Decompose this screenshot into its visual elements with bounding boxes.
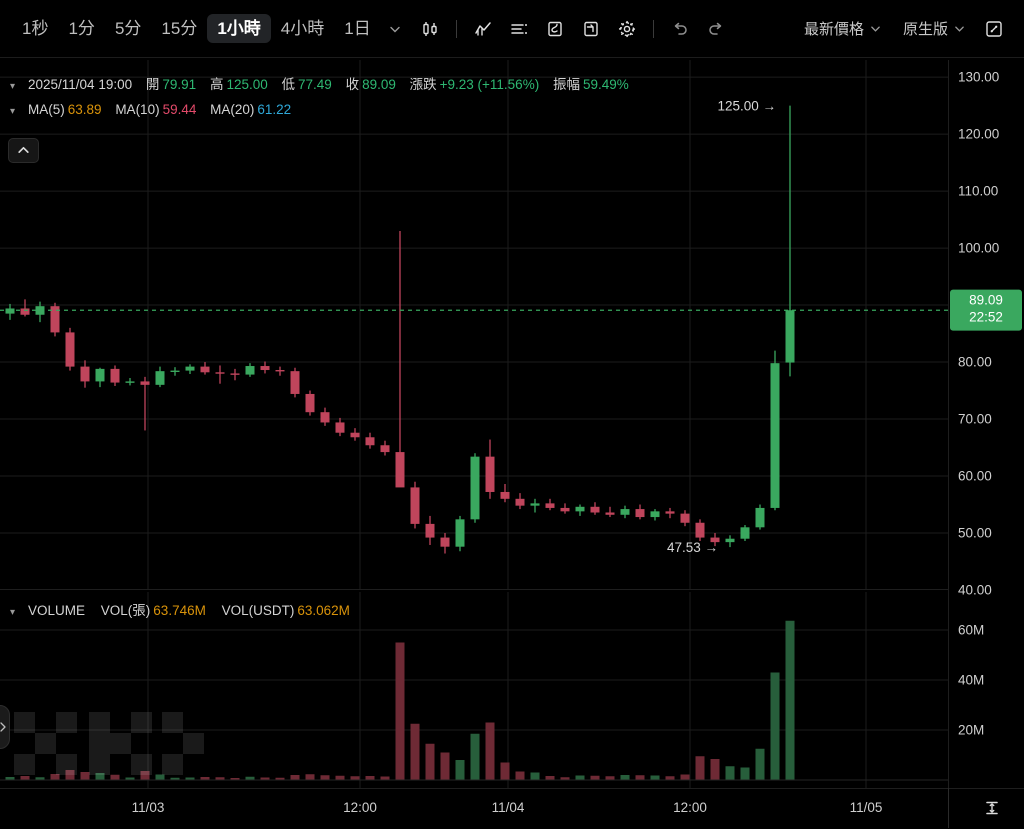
ohlc-low-value: 77.49 bbox=[298, 77, 332, 92]
ohlc-collapse-caret-icon[interactable]: ▾ bbox=[10, 81, 16, 92]
fullscreen-icon[interactable] bbox=[979, 14, 1009, 44]
price-tick-6: 70.00 bbox=[958, 411, 992, 427]
time-axis[interactable]: 11/03 12:00 11/04 12:00 11/05 bbox=[0, 788, 1024, 829]
price-tick-0: 130.00 bbox=[958, 69, 1000, 85]
chevron-down-icon bbox=[871, 26, 880, 32]
ohlc-open-value: 79.91 bbox=[162, 77, 197, 92]
indicators-icon[interactable] bbox=[468, 14, 498, 44]
candlestick-chart-type-icon[interactable] bbox=[415, 14, 445, 44]
ohlc-change-label: 漲跌 bbox=[409, 77, 437, 92]
price-mode-label: 最新價格 bbox=[803, 21, 864, 38]
ma5-value: 63.89 bbox=[67, 102, 102, 117]
version-dropdown[interactable]: 原生版 bbox=[897, 14, 971, 43]
timeframe-more-chevron-icon[interactable] bbox=[381, 23, 409, 35]
ohlc-close-value: 89.09 bbox=[362, 77, 396, 92]
chevron-down-icon bbox=[955, 26, 964, 32]
compare-list-icon[interactable] bbox=[504, 14, 534, 44]
ma10-value: 59.44 bbox=[162, 102, 197, 117]
vol-base-label: VOL(張) bbox=[100, 603, 151, 618]
undo-icon[interactable] bbox=[665, 14, 695, 44]
time-tick-1: 12:00 bbox=[343, 800, 377, 815]
ma20-label: MA(20) bbox=[210, 102, 255, 117]
volume-tick-2: 20M bbox=[958, 722, 985, 738]
price-mode-dropdown[interactable]: 最新價格 bbox=[798, 14, 887, 43]
svg-text:47.53 →: 47.53 → bbox=[667, 540, 718, 555]
timeframe-4[interactable]: 1小時 bbox=[207, 14, 271, 43]
ohlc-amplitude-value: 59.49% bbox=[582, 77, 629, 92]
pane-divider bbox=[0, 589, 948, 590]
ma10-label: MA(10) bbox=[115, 102, 160, 117]
timeframe-3[interactable]: 15分 bbox=[161, 19, 198, 38]
version-label: 原生版 bbox=[902, 21, 948, 38]
price-chart-pane[interactable]: 125.00 → 47.53 → bbox=[0, 60, 948, 590]
timeframe-0[interactable]: 1秒 bbox=[22, 19, 49, 38]
ma-legend: ▾ MA(5) 63.89 MA(10) 59.44 MA(20) 61.22 bbox=[0, 102, 291, 117]
svg-text:125.00 →: 125.00 → bbox=[717, 99, 776, 114]
alert-icon[interactable] bbox=[576, 14, 606, 44]
volume-axis[interactable]: 60M 40M 20M bbox=[948, 592, 1024, 788]
price-tick-9: 40.00 bbox=[958, 582, 992, 598]
ma20-value: 61.22 bbox=[257, 102, 292, 117]
ohlc-high-value: 125.00 bbox=[226, 77, 268, 92]
side-drawer-handle[interactable] bbox=[0, 705, 10, 749]
price-tick-5: 80.00 bbox=[958, 354, 992, 370]
reset-scale-icon[interactable] bbox=[978, 795, 1006, 821]
ma5-label: MA(5) bbox=[28, 102, 65, 117]
price-tick-3: 100.00 bbox=[958, 240, 1000, 256]
price-axis[interactable]: 130.00 120.00 110.00 100.00 80.00 70.00 60.00 5… bbox=[948, 60, 1024, 598]
vol-quote-label: VOL(USDT) bbox=[221, 603, 295, 618]
ohlc-high-label: 高 bbox=[209, 77, 224, 92]
ohlc-low-label: 低 bbox=[281, 77, 296, 92]
pane-collapse-button[interactable] bbox=[8, 138, 39, 163]
chevron-up-icon bbox=[18, 146, 29, 153]
ma-collapse-caret-icon[interactable]: ▾ bbox=[10, 106, 16, 117]
chart-toolbar: 1秒 1分 5分 15分 1小時 4小時 1日 bbox=[0, 0, 1024, 58]
volume-collapse-caret-icon[interactable]: ▾ bbox=[10, 607, 16, 618]
volume-legend: ▾ VOLUME VOL(張) 63.746M VOL(USDT) 63.062M bbox=[0, 599, 350, 619]
redo-icon[interactable] bbox=[701, 14, 731, 44]
volume-title: VOLUME bbox=[28, 603, 86, 618]
live-price-time: 22:52 bbox=[969, 309, 1003, 325]
timeframe-1[interactable]: 1分 bbox=[68, 19, 95, 38]
live-price-value: 89.09 bbox=[969, 292, 1003, 308]
ohlc-open-label: 開 bbox=[145, 77, 160, 92]
ohlc-change-value: +9.23 (+11.56%) bbox=[439, 77, 540, 92]
ohlc-amplitude-label: 振幅 bbox=[552, 77, 580, 92]
ohlc-datetime: 2025/11/04 19:00 bbox=[28, 77, 133, 92]
price-tick-7: 60.00 bbox=[958, 468, 992, 484]
time-tick-3: 12:00 bbox=[673, 800, 707, 815]
live-price-badge[interactable]: 89.09 22:52 bbox=[950, 289, 1022, 331]
time-tick-2: 11/04 bbox=[491, 800, 525, 815]
volume-tick-1: 40M bbox=[958, 672, 985, 688]
price-tick-8: 50.00 bbox=[958, 525, 992, 541]
timeframe-6[interactable]: 1日 bbox=[344, 19, 371, 38]
time-tick-4: 11/05 bbox=[849, 800, 883, 815]
time-tick-0: 11/03 bbox=[131, 800, 165, 815]
drawing-tools-icon[interactable] bbox=[540, 14, 570, 44]
chevron-right-icon bbox=[0, 722, 6, 732]
vol-base-value: 63.746M bbox=[153, 603, 206, 618]
vol-quote-value: 63.062M bbox=[297, 603, 350, 618]
timeframe-2[interactable]: 5分 bbox=[114, 19, 142, 38]
timeframe-5[interactable]: 4小時 bbox=[280, 19, 325, 38]
settings-gear-icon[interactable] bbox=[612, 14, 642, 44]
toolbar-divider bbox=[455, 19, 457, 38]
price-tick-2: 110.00 bbox=[958, 183, 999, 199]
axis-divider bbox=[948, 60, 949, 788]
volume-tick-0: 60M bbox=[958, 622, 985, 638]
toolbar-divider-2 bbox=[652, 19, 654, 38]
price-tick-1: 120.00 bbox=[958, 126, 1000, 142]
time-axis-divider bbox=[948, 788, 949, 828]
volume-chart-pane[interactable] bbox=[0, 592, 948, 788]
timeframe-list: 1秒 1分 5分 15分 1小時 4小時 1日 bbox=[12, 14, 381, 43]
ohlc-legend: ▾ 2025/11/04 19:00 開 79.91 高 125.00 低 77.49 … bbox=[0, 73, 629, 93]
ohlc-close-label: 收 bbox=[345, 77, 360, 92]
